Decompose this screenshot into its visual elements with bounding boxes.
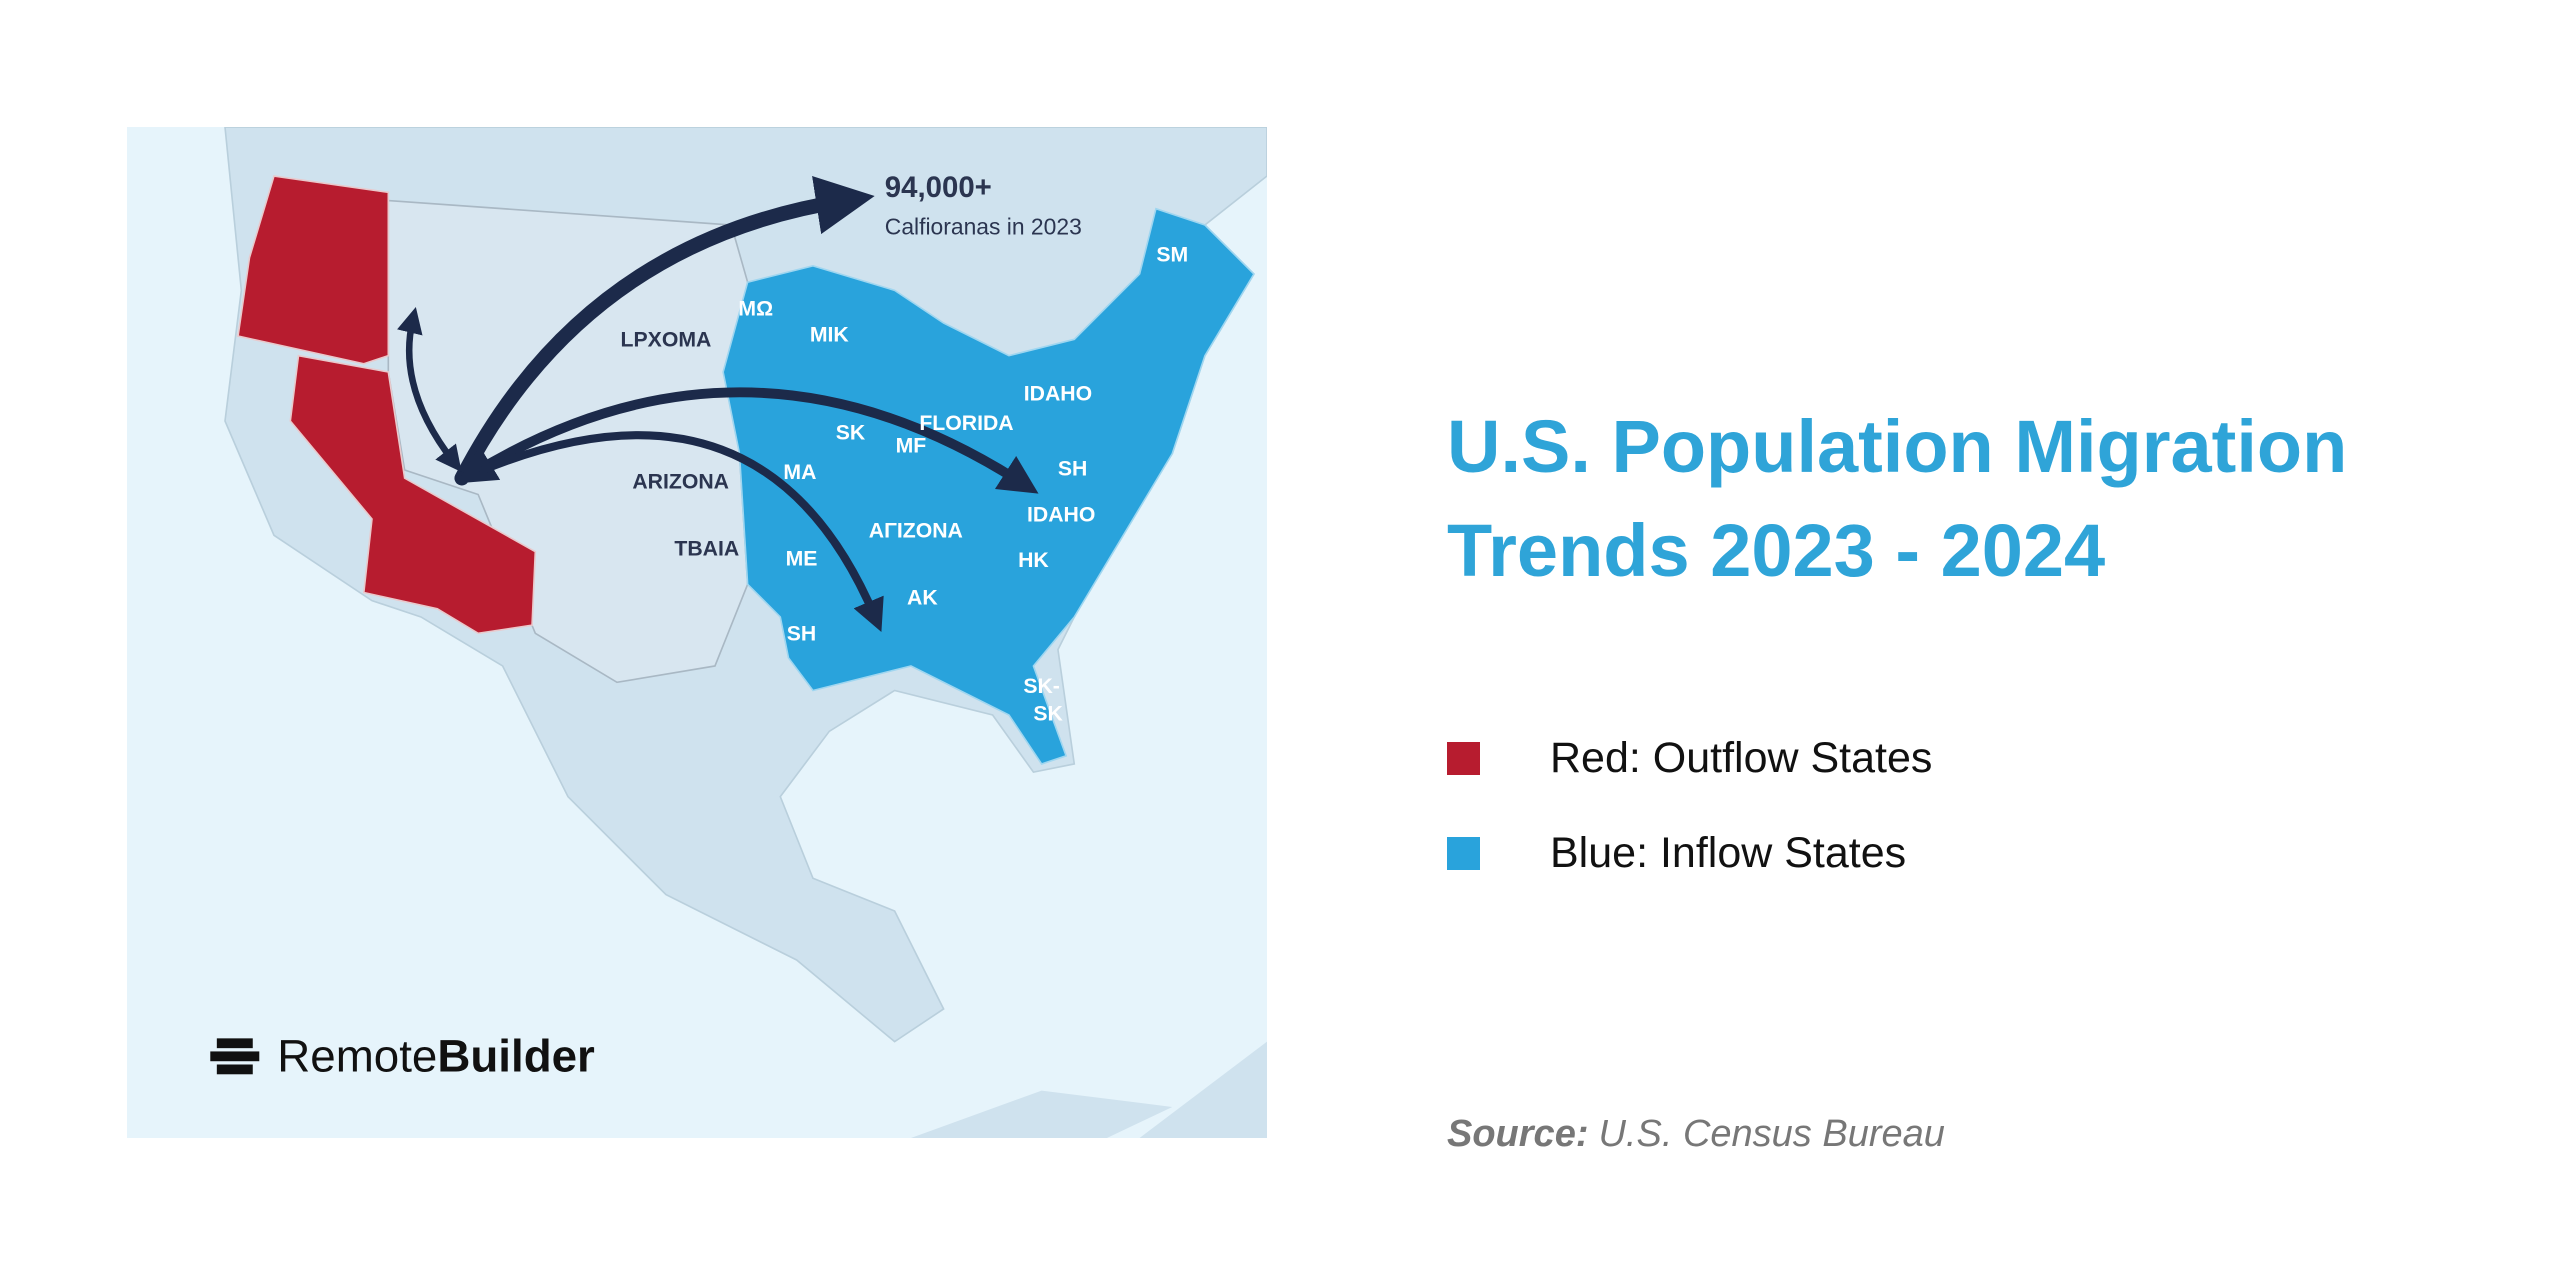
state-label: SK [1033, 703, 1063, 726]
state-label: MΩ [738, 298, 773, 321]
legend-item: Blue: Inflow States [1447, 829, 1906, 878]
state-label: SH [1058, 458, 1087, 481]
title: U.S. Population Migration Trends 2023 - … [1447, 405, 2348, 592]
logo-icon [210, 1038, 260, 1075]
state-label: ARIZONA [632, 471, 729, 494]
state-label: ME [786, 547, 818, 570]
migration-map: 94,000+ Calfioranas in 2023 MΩ MIK LPXOM… [127, 127, 1267, 1138]
state-label: SK- [1023, 675, 1060, 698]
legend-swatch [1447, 742, 1480, 775]
source-text: U.S. Census Bureau [1598, 1113, 1945, 1155]
land [910, 1041, 1267, 1138]
state-label: MIK [810, 324, 850, 347]
state-label: IDAHO [1024, 382, 1092, 405]
annotation-value: 94,000+ [885, 171, 992, 204]
state-label: SH [787, 623, 816, 646]
state-label: MF [896, 435, 927, 458]
outflow-states [237, 175, 390, 365]
logo-text: RemoteBuilder [277, 1031, 595, 1082]
state-label: TBAIA [674, 538, 739, 561]
state-label: IDAHO [1027, 503, 1095, 526]
state-label: LPXOMA [621, 329, 712, 352]
state-label: SK [836, 422, 866, 445]
source: Source: U.S. Census Bureau [1447, 1113, 1945, 1156]
state-label: SM [1156, 244, 1188, 267]
legend-label: Blue: Inflow States [1550, 829, 1907, 877]
state-label: MA [783, 461, 816, 484]
state-label: AΓIZONA [869, 520, 963, 543]
source-label: Source: [1447, 1113, 1589, 1155]
annotation-caption: Calfioranas in 2023 [885, 213, 1082, 239]
migration-arrows [397, 176, 1039, 633]
state-label: FLORIDA [919, 412, 1013, 435]
legend-label: Red: Outflow States [1550, 734, 1933, 782]
legend-item: Red: Outflow States [1447, 734, 1932, 783]
state-label: AK [907, 587, 938, 610]
state-label: HK [1018, 549, 1049, 572]
legend-swatch [1447, 837, 1480, 870]
